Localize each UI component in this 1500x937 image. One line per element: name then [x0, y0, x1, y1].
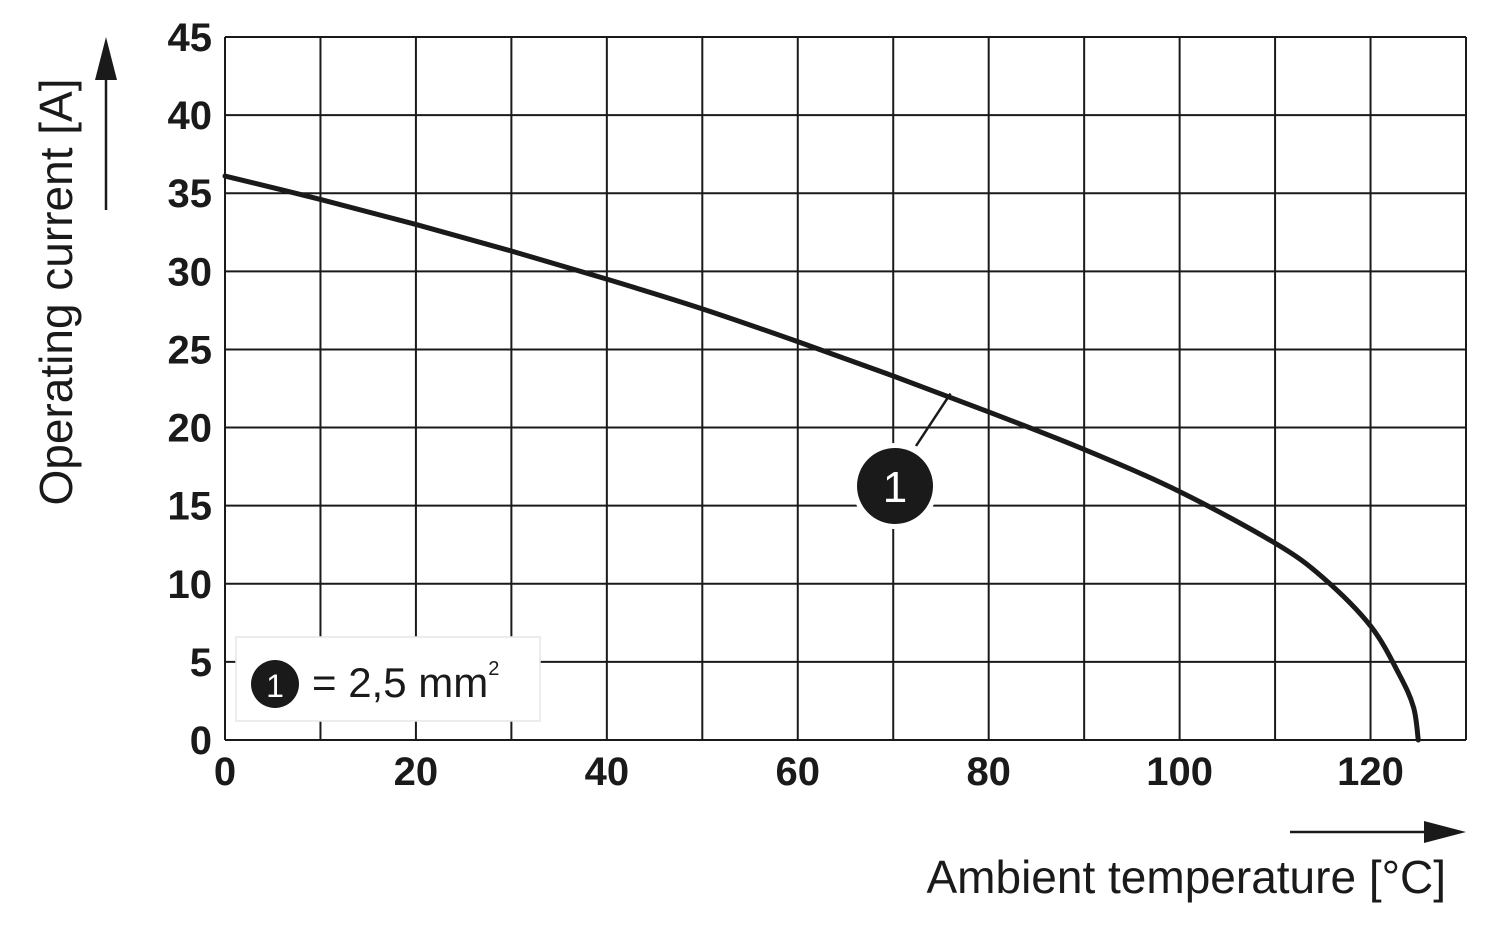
series-line-1 — [222, 173, 1421, 743]
curve-callout: 1 — [852, 392, 952, 529]
y-tick-label: 0 — [190, 719, 212, 763]
x-tick-label: 80 — [966, 750, 1011, 794]
y-tick-label: 25 — [168, 328, 213, 372]
y-axis-label: Operating current [A] — [30, 79, 82, 506]
y-tick-label: 30 — [168, 250, 213, 294]
y-axis-arrow — [95, 37, 117, 210]
x-tick-label: 40 — [585, 750, 630, 794]
legend-marker — [251, 660, 299, 708]
y-tick-label: 20 — [168, 407, 213, 451]
y-tick-label: 40 — [168, 94, 213, 138]
x-tick-label: 20 — [394, 750, 439, 794]
x-tick-label: 120 — [1337, 750, 1404, 794]
y-tick-label: 45 — [168, 16, 213, 60]
legend-superscript: 2 — [488, 658, 499, 680]
x-tick-label: 60 — [776, 750, 821, 794]
y-tick-label: 15 — [168, 485, 213, 529]
y-tick-labels: 0 5 10 15 20 25 30 35 40 45 — [168, 16, 213, 763]
series-group — [222, 173, 1421, 743]
y-tick-label: 35 — [168, 172, 213, 216]
grid — [224, 36, 1467, 741]
y-tick-label: 5 — [190, 641, 212, 685]
x-tick-labels: 0 20 40 60 80 100 120 — [214, 750, 1404, 794]
y-tick-label: 10 — [168, 563, 213, 607]
legend-value: = 2,5 mm — [312, 659, 488, 706]
x-axis-arrow — [1290, 821, 1466, 843]
legend-text: = 2,5 mm2 — [312, 658, 499, 706]
legend-marker-label: 1 — [266, 668, 284, 704]
x-axis-label: Ambient temperature [°C] — [927, 851, 1447, 903]
legend: 1 = 2,5 mm2 — [235, 636, 541, 722]
callout-marker — [857, 448, 933, 524]
x-tick-label: 0 — [214, 750, 236, 794]
x-tick-label: 100 — [1146, 750, 1213, 794]
callout-leader-line — [914, 392, 952, 447]
callout-marker-label: 1 — [883, 463, 907, 512]
